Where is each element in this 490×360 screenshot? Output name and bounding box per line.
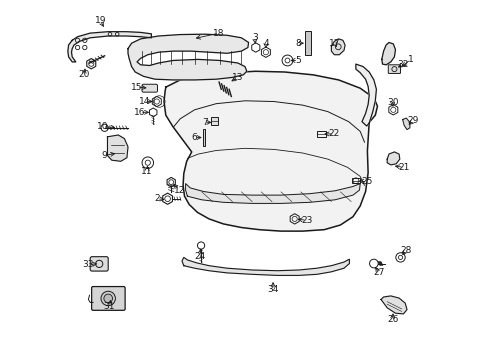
Text: 9: 9 [101, 151, 107, 160]
Text: 22: 22 [329, 129, 340, 138]
Text: 4: 4 [263, 39, 269, 48]
Polygon shape [107, 135, 128, 161]
Bar [211, 117, 218, 125]
Text: 25: 25 [362, 177, 373, 186]
Text: 23: 23 [301, 216, 313, 225]
Bar [305, 31, 311, 55]
Text: 21: 21 [398, 163, 410, 172]
Text: 32: 32 [398, 60, 409, 69]
Polygon shape [403, 118, 410, 130]
Text: 31: 31 [103, 302, 115, 311]
Circle shape [104, 294, 113, 303]
Text: 16: 16 [134, 108, 146, 117]
Polygon shape [356, 64, 376, 126]
Polygon shape [128, 34, 248, 80]
Text: 7: 7 [202, 118, 208, 127]
Polygon shape [381, 296, 407, 314]
Text: 2: 2 [154, 194, 160, 203]
Text: 5: 5 [295, 56, 301, 65]
Text: 13: 13 [232, 73, 244, 82]
Text: 24: 24 [195, 252, 206, 261]
Text: 33: 33 [83, 260, 94, 269]
FancyBboxPatch shape [142, 84, 157, 92]
FancyBboxPatch shape [388, 65, 400, 73]
Text: 18: 18 [213, 29, 225, 37]
Text: 12: 12 [174, 186, 185, 194]
Bar [352, 178, 360, 184]
Polygon shape [68, 32, 151, 62]
Text: 8: 8 [295, 39, 301, 48]
Text: 28: 28 [401, 246, 412, 255]
Text: 15: 15 [131, 83, 143, 91]
Polygon shape [382, 42, 395, 65]
Circle shape [101, 291, 116, 306]
Polygon shape [182, 257, 349, 275]
Text: 34: 34 [268, 285, 279, 294]
FancyBboxPatch shape [92, 287, 125, 310]
Text: 10: 10 [97, 122, 109, 131]
Text: 19: 19 [95, 16, 106, 25]
Text: 6: 6 [192, 133, 197, 142]
Text: 30: 30 [387, 98, 398, 107]
Text: 14: 14 [139, 97, 150, 106]
Text: 3: 3 [252, 33, 258, 42]
FancyBboxPatch shape [90, 257, 108, 271]
Polygon shape [164, 71, 377, 231]
Text: 29: 29 [408, 116, 419, 125]
Text: 1: 1 [408, 55, 414, 64]
Text: 20: 20 [78, 71, 89, 79]
Polygon shape [186, 184, 360, 203]
Text: 17: 17 [329, 40, 341, 49]
Text: 11: 11 [141, 166, 153, 175]
Bar [317, 131, 326, 137]
Polygon shape [387, 152, 400, 165]
Bar [202, 129, 205, 146]
Polygon shape [331, 39, 345, 55]
Text: 27: 27 [373, 269, 385, 277]
Text: 26: 26 [387, 315, 398, 324]
